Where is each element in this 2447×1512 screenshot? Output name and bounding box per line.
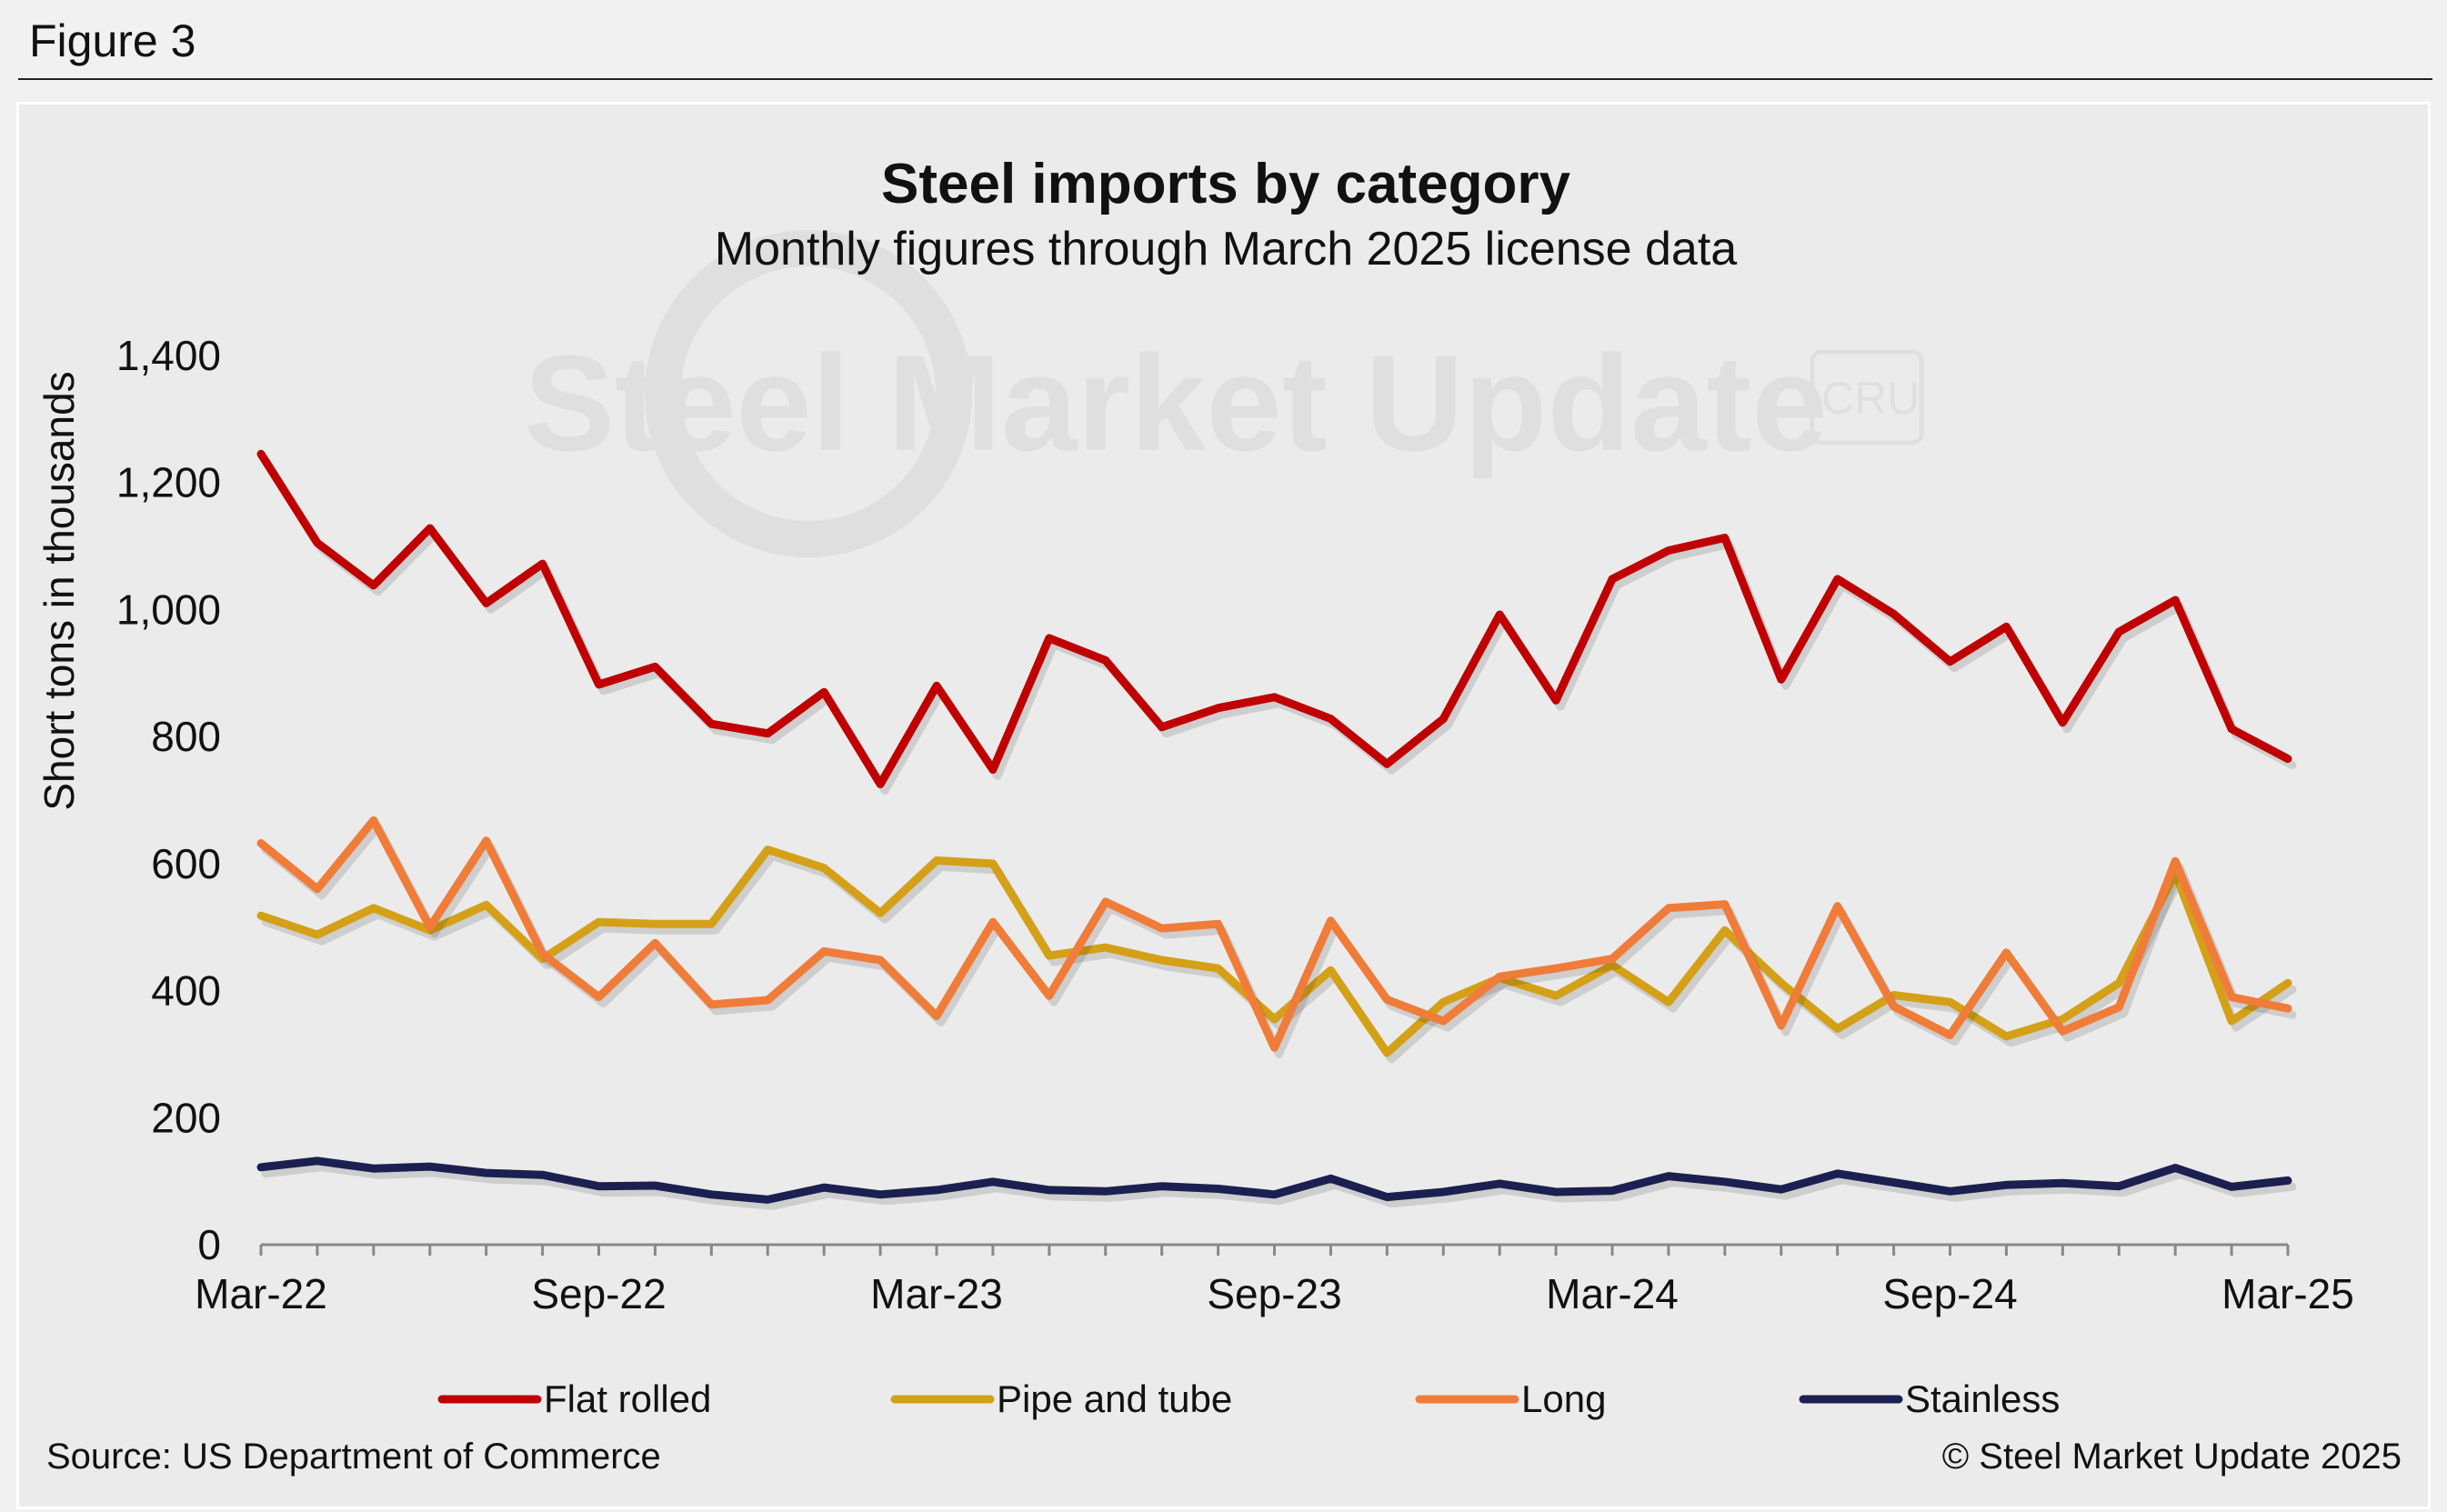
y-tick-label: 800 bbox=[151, 713, 221, 760]
copyright-note: © Steel Market Update 2025 bbox=[1942, 1437, 2402, 1477]
x-tick-label: Mar-25 bbox=[2221, 1270, 2354, 1317]
series-line-pipe-and-tube bbox=[256, 846, 2292, 1057]
watermark: Steel Market Update CRU bbox=[524, 230, 1924, 557]
series-lines bbox=[256, 449, 2297, 1210]
watermark-badge bbox=[1810, 349, 1924, 446]
y-tick-label: 1,000 bbox=[116, 586, 221, 633]
x-axis: Mar-22 Sep-22 Mar-23 Sep-23 Mar-24 Sep-24 Mar-… bbox=[195, 1243, 2354, 1317]
chart-subtitle: Monthly figures through March 2025 licen… bbox=[715, 223, 1738, 275]
legend-label-pipe-and-tube: Pipe and tube bbox=[997, 1377, 1232, 1420]
y-tick-label: 0 bbox=[197, 1221, 221, 1268]
series-line-stainless bbox=[256, 1157, 2292, 1204]
y-axis-ticks: 0 200 400 600 800 1,000 1,200 1,400 bbox=[116, 332, 221, 1268]
series-shadow-long bbox=[261, 822, 2297, 1058]
source-note: Source: US Department of Commerce bbox=[46, 1437, 661, 1477]
legend-label-long: Long bbox=[1521, 1377, 1606, 1420]
y-tick-label: 1,200 bbox=[116, 459, 221, 506]
chart-panel: Steel Market Update CRU Steel imports by… bbox=[16, 102, 2431, 1509]
y-tick-label: 600 bbox=[151, 840, 221, 887]
legend-label-flat-rolled: Flat rolled bbox=[544, 1377, 711, 1420]
line-chart: Steel Market Update CRU Steel imports by… bbox=[35, 153, 2402, 1477]
x-tick-label: Sep-24 bbox=[1882, 1270, 2017, 1317]
y-tick-label: 200 bbox=[151, 1094, 221, 1141]
x-tick-label: Mar-24 bbox=[1546, 1270, 1679, 1317]
chart-title: Steel imports by category bbox=[881, 153, 1571, 215]
series-line-long bbox=[256, 816, 2292, 1052]
figure-divider bbox=[18, 78, 2432, 80]
legend-label-stainless: Stainless bbox=[1905, 1377, 2060, 1420]
x-tick-label: Mar-23 bbox=[870, 1270, 1003, 1317]
watermark-text: Steel Market Update bbox=[524, 326, 1828, 479]
x-tick-label: Mar-22 bbox=[195, 1270, 327, 1317]
series-shadow-stainless bbox=[261, 1163, 2297, 1210]
figure-label: Figure 3 bbox=[29, 15, 196, 66]
series-shadow-flat-rolled bbox=[261, 456, 2297, 795]
series-line-flat-rolled bbox=[256, 449, 2292, 788]
y-tick-label: 1,400 bbox=[116, 332, 221, 379]
watermark-badge-text: CRU bbox=[1821, 373, 1920, 424]
y-tick-label: 400 bbox=[151, 967, 221, 1015]
y-axis-title: Short tons in thousands bbox=[35, 371, 83, 810]
x-tick-label: Sep-23 bbox=[1207, 1270, 1341, 1317]
x-tick-label: Sep-22 bbox=[531, 1270, 666, 1317]
legend: Flat rolled Pipe and tube Long Stainless bbox=[437, 1377, 2060, 1420]
watermark-swoosh bbox=[645, 230, 972, 557]
